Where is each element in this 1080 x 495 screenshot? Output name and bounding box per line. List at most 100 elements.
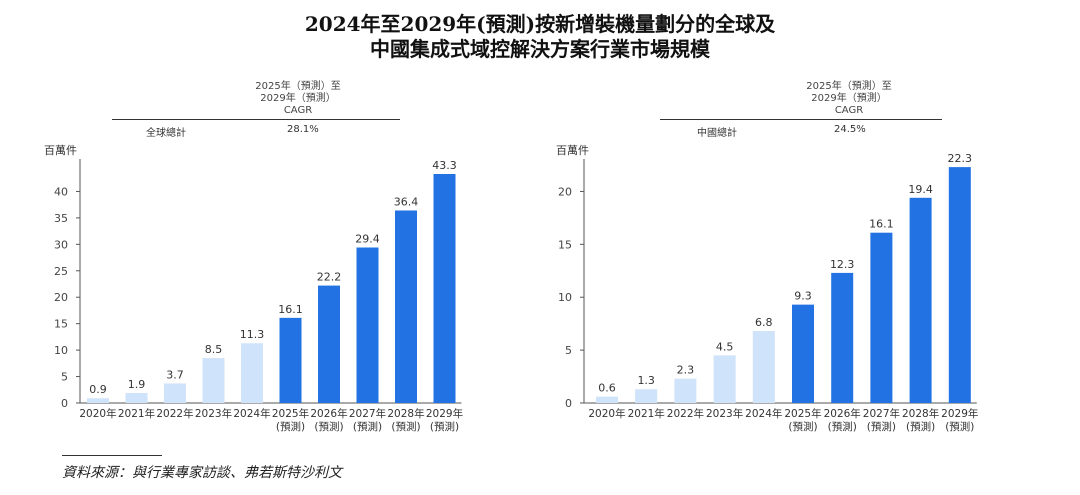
china-bar xyxy=(831,272,854,403)
china-x-tick-label: 2026年 xyxy=(824,407,861,420)
global-bar xyxy=(87,398,109,403)
chart-title-line-1: 2024年至2029年(預測)按新增裝機量劃分的全球及 xyxy=(304,12,776,36)
china-x-tick-label: 2023年 xyxy=(706,407,743,420)
global-bar xyxy=(241,343,263,403)
global-bar xyxy=(433,173,456,403)
global-y-tick-label: 10 xyxy=(54,344,68,357)
source-note: 資料來源：與行業專家訪談、弗若斯特沙利文 xyxy=(62,465,342,481)
global-x-tick-label: 2029年 xyxy=(426,407,463,420)
global-value-label: 29.4 xyxy=(355,233,380,246)
global-value-label: 8.5 xyxy=(205,343,223,356)
china-bar xyxy=(752,331,775,403)
global-bar xyxy=(318,285,340,403)
china-x-tick-label: 2024年 xyxy=(745,407,782,420)
china-x-tick-label: (預測) xyxy=(788,420,817,433)
global-x-tick-label: 2020年 xyxy=(79,407,116,420)
global-cagr-rule xyxy=(112,119,400,120)
china-value-label: 0.6 xyxy=(598,382,616,395)
china-y-tick-label: 0 xyxy=(565,397,572,410)
china-x-tick-label: 2029年 xyxy=(941,407,978,420)
global-x-tick-label: 2024年 xyxy=(233,407,270,420)
china-value-label: 9.3 xyxy=(794,290,812,303)
global-x-tick-label: (預測) xyxy=(430,420,459,433)
china-x-tick-label: (預測) xyxy=(906,420,935,433)
china-bar xyxy=(674,378,697,403)
global-x-tick-label: (預測) xyxy=(353,420,382,433)
global-cagr-header-line-3: CAGR xyxy=(283,105,313,116)
china-cagr-header-line-1: 2025年（預測）至 xyxy=(806,81,892,92)
global-y-tick-label: 30 xyxy=(54,238,68,251)
global-x-tick-label: (預測) xyxy=(314,420,343,433)
china-x-tick-label: 2027年 xyxy=(863,407,900,420)
china-bar xyxy=(870,232,893,403)
global-y-tick-label: 40 xyxy=(54,185,68,198)
global-y-tick-label: 15 xyxy=(54,318,68,331)
global-cagr-header-line-2: 2029年（預測） xyxy=(260,93,336,104)
china-value-label: 1.3 xyxy=(637,374,655,387)
global-value-label: 1.9 xyxy=(128,378,146,391)
china-y-tick-label: 20 xyxy=(558,185,572,198)
global-value-label: 36.4 xyxy=(394,195,419,208)
china-x-tick-label: 2028年 xyxy=(902,407,939,420)
china-unit-label: 百萬件 xyxy=(556,144,589,157)
china-x-tick-label: 2022年 xyxy=(667,407,704,420)
china-value-label: 12.3 xyxy=(830,258,855,271)
global-cagr-header: 2025年（預測）至 2029年（預測） CAGR xyxy=(208,81,388,117)
global-bar xyxy=(395,210,417,403)
china-x-tick-label: 2021年 xyxy=(628,407,665,420)
global-y-tick-label: 35 xyxy=(54,212,68,225)
global-x-tick-label: (預測) xyxy=(391,420,420,433)
global-value-label: 3.7 xyxy=(166,368,184,381)
china-x-tick-label: (預測) xyxy=(828,420,857,433)
china-y-tick-label: 5 xyxy=(565,344,572,357)
global-cagr-label: 全球總計 xyxy=(146,128,186,139)
global-x-tick-label: (預測) xyxy=(276,420,305,433)
global-value-label: 0.9 xyxy=(89,383,107,396)
chart-title-line-2: 中國集成式域控解決方案行業市場規模 xyxy=(370,37,710,61)
china-cagr-rule xyxy=(660,119,942,120)
china-cagr-header-line-3: CAGR xyxy=(834,105,864,116)
china-value-label: 16.1 xyxy=(869,218,894,231)
china-cagr-label: 中國總計 xyxy=(697,128,737,139)
china-bar xyxy=(635,389,658,403)
global-bar xyxy=(125,392,148,403)
global-value-label: 16.1 xyxy=(278,303,303,316)
global-x-tick-label: 2027年 xyxy=(349,407,386,420)
china-x-tick-label: 2025年 xyxy=(784,407,821,420)
china-x-tick-label: 2020年 xyxy=(588,407,625,420)
global-y-tick-label: 5 xyxy=(61,371,68,384)
global-value-label: 22.2 xyxy=(317,271,342,284)
china-cagr-header-line-2: 2029年（預測） xyxy=(811,93,887,104)
china-value-label: 22.3 xyxy=(948,152,973,165)
china-x-tick-label: (預測) xyxy=(945,420,974,433)
china-bar xyxy=(948,167,971,403)
china-bar xyxy=(596,396,618,403)
global-value-label: 43.3 xyxy=(432,159,457,172)
global-x-tick-label: 2022年 xyxy=(156,407,193,420)
global-x-tick-label: 2023年 xyxy=(195,407,232,420)
china-x-tick-label: (預測) xyxy=(867,420,896,433)
global-value-label: 11.3 xyxy=(240,328,265,341)
china-value-label: 4.5 xyxy=(716,340,734,353)
global-cagr-value: 28.1% xyxy=(287,124,319,135)
china-bar xyxy=(909,197,932,403)
china-cagr-value: 24.5% xyxy=(834,124,866,135)
global-y-tick-label: 0 xyxy=(61,397,68,410)
china-y-tick-label: 15 xyxy=(558,238,572,251)
source-rule xyxy=(62,455,162,456)
global-x-tick-label: 2028年 xyxy=(387,407,424,420)
global-unit-label: 百萬件 xyxy=(44,144,77,157)
global-y-tick-label: 20 xyxy=(54,291,68,304)
global-bar xyxy=(279,317,302,403)
global-cagr-header-line-1: 2025年（預測）至 xyxy=(255,81,341,92)
global-x-tick-label: 2021年 xyxy=(118,407,155,420)
global-bar xyxy=(164,383,186,403)
china-bar xyxy=(713,355,736,403)
global-x-tick-label: 2025年 xyxy=(272,407,309,420)
china-cagr-header: 2025年（預測）至 2029年（預測） CAGR xyxy=(759,81,939,117)
global-y-tick-label: 25 xyxy=(54,265,68,278)
china-value-label: 6.8 xyxy=(755,316,773,329)
global-bar xyxy=(356,247,379,403)
global-bar xyxy=(202,358,225,403)
